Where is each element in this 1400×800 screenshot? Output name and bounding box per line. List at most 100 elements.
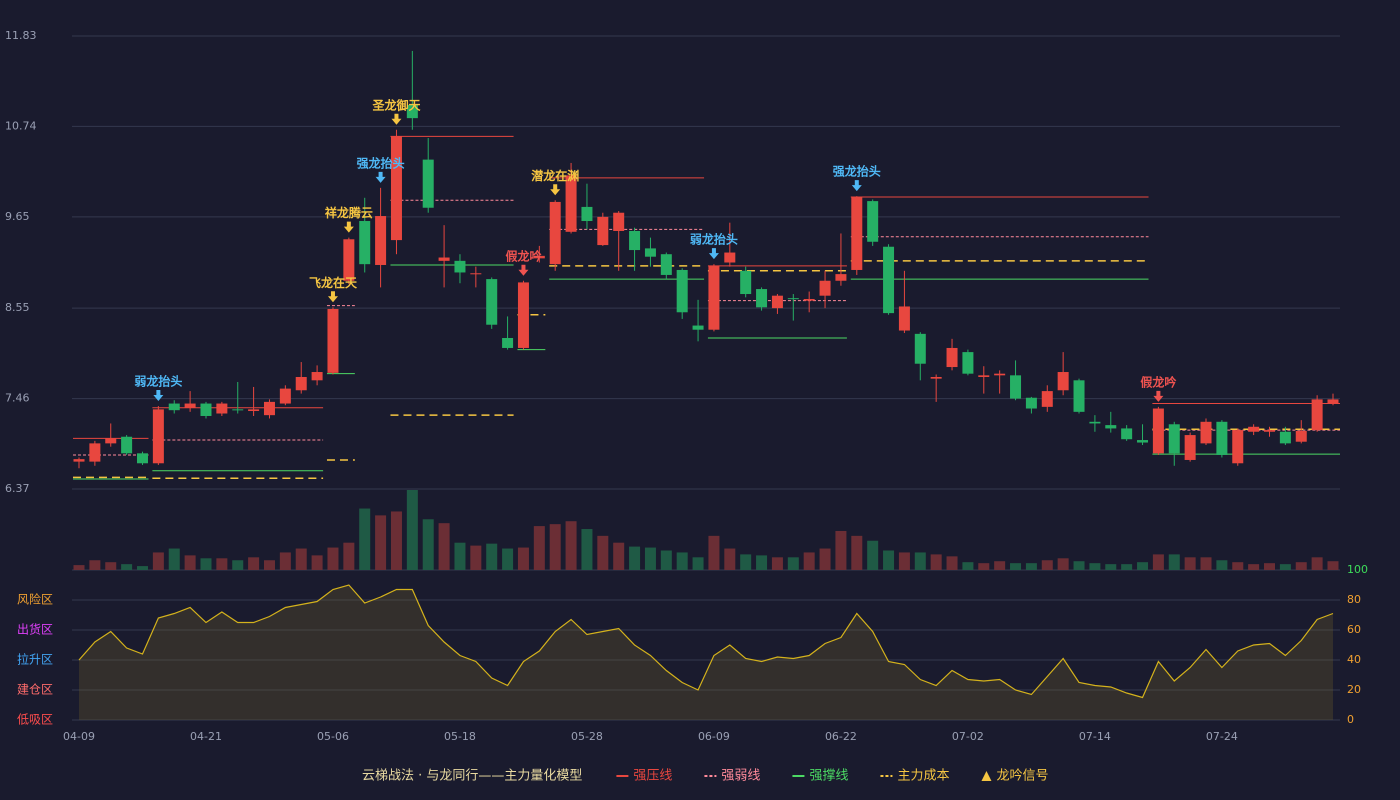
volume-bar	[565, 521, 577, 570]
volume-bar	[1327, 561, 1339, 570]
y2-tick-label: 40	[1347, 653, 1361, 666]
candle-body	[1327, 399, 1339, 404]
volume-bar	[1121, 564, 1133, 570]
candle-body	[1089, 421, 1101, 424]
candle-body	[994, 373, 1006, 376]
volume-bar	[883, 550, 895, 570]
y-tick-label: 6.37	[5, 482, 30, 495]
candle-body	[867, 201, 879, 242]
volume-bar	[787, 557, 799, 570]
candle-body	[470, 273, 482, 275]
signal-label: 飞龙在天	[309, 275, 358, 290]
volume-bar	[343, 542, 355, 570]
volume-bar	[295, 548, 307, 570]
volume-bar	[470, 545, 482, 570]
x-tick-label: 04-21	[190, 730, 222, 743]
candle-body	[295, 376, 307, 391]
signal-label: 强龙抬头	[357, 155, 405, 170]
signal-arrow	[851, 180, 862, 192]
candle-body	[1168, 424, 1180, 454]
candle-body	[1137, 440, 1149, 443]
candle-body	[676, 269, 688, 313]
indicator-line	[78, 584, 1334, 699]
candle-body	[565, 175, 577, 232]
volume-bar	[1311, 557, 1323, 570]
candle-body	[184, 403, 196, 408]
volume-bar	[248, 557, 260, 570]
volume-bar	[279, 552, 291, 570]
y-tick-label: 9.65	[5, 210, 30, 223]
volume-bar	[486, 543, 498, 570]
volume-bar	[803, 552, 815, 570]
candle-body	[200, 403, 212, 416]
y2-tick-label: 60	[1347, 623, 1361, 636]
candle-body	[279, 388, 291, 404]
signal-label: 圣龙御天	[371, 97, 421, 112]
signal-arrow	[375, 171, 386, 183]
candle-body	[1264, 430, 1276, 432]
volume-bar	[184, 555, 196, 570]
candle-body	[375, 216, 387, 265]
volume-bar	[914, 552, 926, 570]
volume-bar	[105, 562, 117, 570]
volume-bar	[168, 548, 180, 570]
signal-arrow	[1153, 390, 1164, 402]
volume-bar	[438, 523, 450, 570]
y2-tick-label: 0	[1347, 713, 1354, 726]
signal-label: 弱龙抬头	[134, 374, 182, 389]
volume-bar	[1057, 558, 1069, 570]
candle-body	[1184, 435, 1196, 460]
candle-body	[486, 279, 498, 325]
candle-body	[819, 280, 831, 296]
volume-bar	[1105, 564, 1117, 570]
zone-label: 风险区	[17, 592, 53, 607]
candle-body	[168, 403, 180, 411]
legend-swatch	[981, 771, 992, 781]
zone-label: 出货区	[17, 622, 53, 637]
candle-body	[216, 403, 228, 414]
candle-body	[343, 239, 355, 281]
candle-body	[1073, 380, 1085, 412]
volume-bar	[756, 555, 768, 570]
candle-body	[629, 230, 641, 251]
volume-bar	[216, 558, 228, 570]
x-tick-label: 06-09	[698, 730, 730, 743]
y2-tick-label: 100	[1347, 563, 1368, 576]
signal-label: 潜龙在渊	[531, 168, 579, 183]
volume-bar	[1168, 554, 1180, 570]
candle-body	[248, 409, 260, 412]
volume-bar	[994, 561, 1006, 570]
volume-bar	[1295, 562, 1307, 570]
volume-bar	[422, 519, 434, 570]
signal-arrow	[550, 184, 561, 196]
volume-bar	[946, 556, 958, 570]
volume-bar	[629, 546, 641, 570]
candle-body	[1121, 428, 1133, 440]
candle-body	[660, 254, 672, 275]
candle-body	[263, 401, 275, 416]
volume-bar	[708, 535, 720, 570]
candle-body	[756, 289, 768, 308]
signal-arrow	[708, 248, 719, 260]
y-tick-label: 10.74	[5, 119, 37, 132]
volume-bar	[835, 530, 847, 570]
volume-bar	[898, 552, 910, 570]
candle-body	[1248, 426, 1260, 432]
candle-body	[105, 438, 117, 444]
candle-body	[946, 347, 958, 368]
candle-body	[787, 298, 799, 300]
volume-bar	[517, 547, 529, 570]
candle-body	[390, 136, 402, 241]
candle-body	[232, 409, 244, 411]
volume-bar	[232, 560, 244, 570]
volume-bar	[1041, 560, 1053, 570]
zone-label: 建仓区	[17, 683, 53, 697]
volume-bar	[375, 515, 387, 570]
x-tick-label: 05-06	[317, 730, 349, 743]
volume-bar	[1010, 563, 1022, 570]
volume-bar	[73, 565, 85, 570]
volume-bar	[327, 547, 339, 570]
volume-bar	[1232, 562, 1244, 570]
